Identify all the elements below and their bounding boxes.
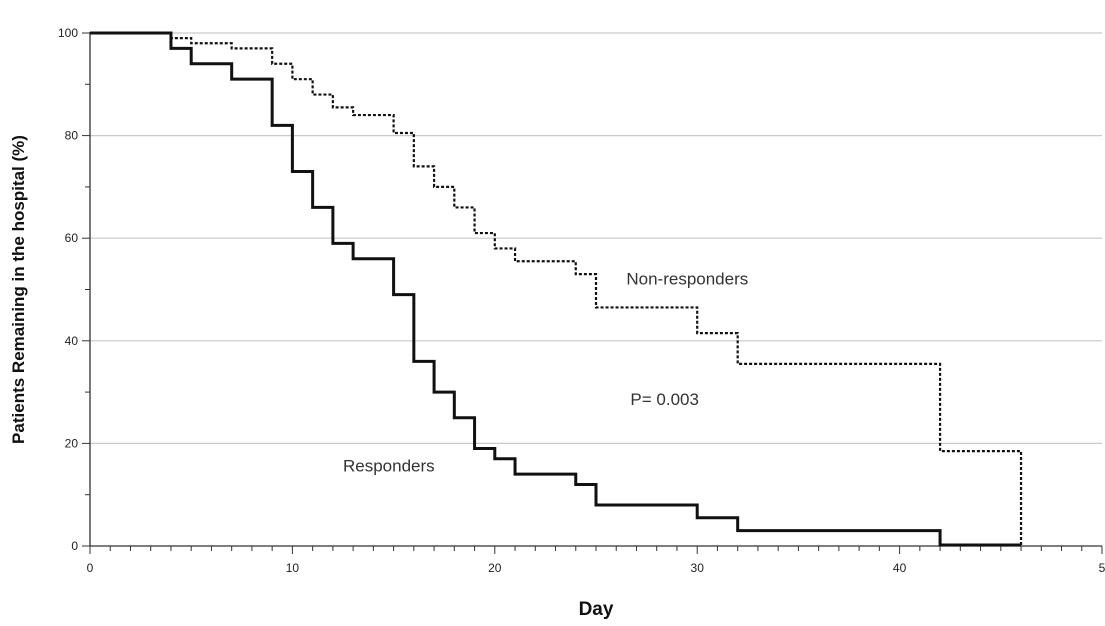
x-axis-title: Day [579,599,614,620]
y-tick-label: 40 [65,334,79,348]
y-tick-label: 100 [58,26,78,40]
y-tick-label: 0 [71,539,78,553]
x-tick-label: 20 [488,561,502,575]
series-line-responders [90,31,1022,547]
series [90,31,1023,547]
annotation-2: Responders [343,457,435,476]
annotation-1: P= 0.003 [630,390,699,409]
y-tick-label: 80 [65,129,79,143]
y-axis-title: Patients Remaining in the hospital (%) [9,135,28,444]
x-tick-label: 5 [1099,561,1105,575]
x-tick-label: 0 [87,561,94,575]
x-tick-label: 10 [286,561,300,575]
y-tick-label: 20 [65,436,79,450]
x-tick-label: 30 [691,561,705,575]
annotations: Non-responders P= 0.003 Responders [343,269,748,475]
x-tick-label: 40 [893,561,907,575]
series-line-non-responders [90,31,1023,546]
y-tick-label: 60 [65,231,79,245]
annotation-0: Non-responders [626,269,748,288]
gridlines [90,32,1102,444]
